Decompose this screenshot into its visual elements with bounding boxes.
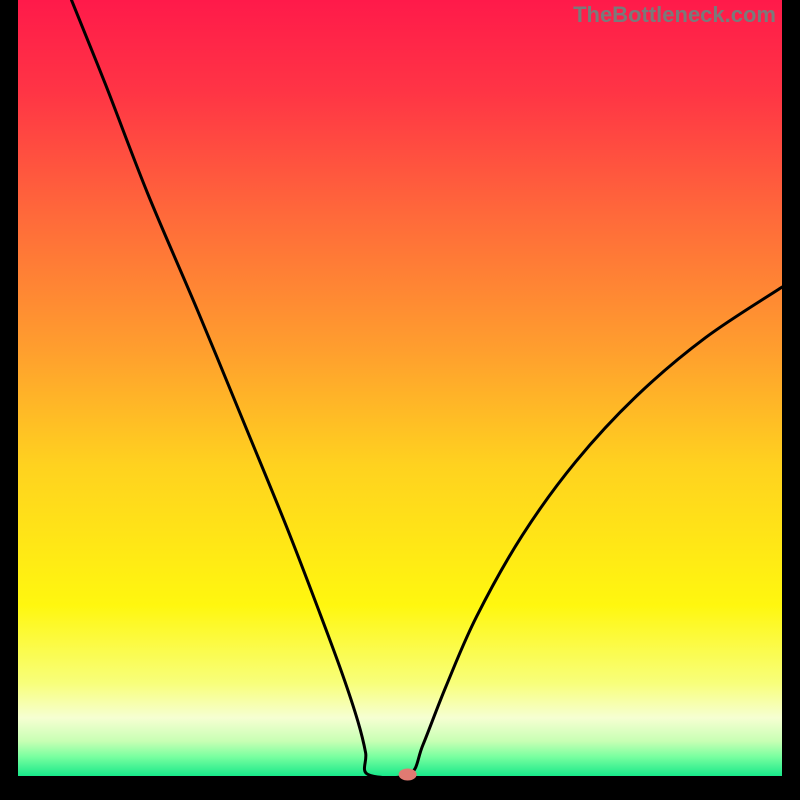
- optimal-point-marker: [399, 768, 417, 780]
- plot-background: [18, 0, 782, 776]
- watermark-text: TheBottleneck.com: [573, 2, 776, 27]
- bottleneck-chart: TheBottleneck.com: [0, 0, 800, 800]
